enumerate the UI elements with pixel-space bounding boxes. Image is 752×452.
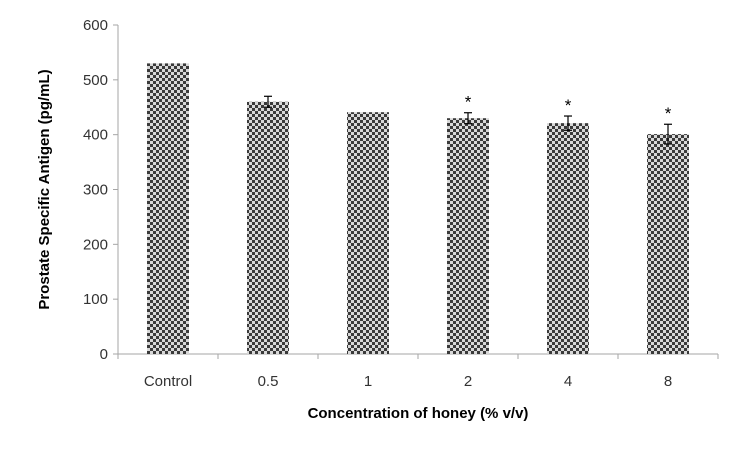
x-tick-label: Control [144, 373, 192, 390]
y-axis-title: Prostate Specific Antigen (pg/mL) [36, 69, 53, 309]
significance-marker: * [465, 93, 472, 112]
y-tick-label: 0 [100, 346, 108, 363]
bar [147, 63, 189, 355]
significance-marker: * [665, 104, 672, 123]
y-axis: 0 100 200 300 400 500 600 [83, 17, 119, 363]
x-tick-label: 4 [564, 373, 572, 390]
bar [647, 134, 689, 354]
x-axis-title: Concentration of honey (% v/v) [308, 405, 529, 422]
bars: * * * [147, 63, 689, 355]
bar [447, 118, 489, 354]
y-tick-label: 200 [83, 236, 108, 253]
x-axis: Control 0.5 1 2 4 8 [117, 353, 719, 390]
significance-marker: * [565, 96, 572, 115]
x-tick-label: 8 [664, 373, 672, 390]
bar [247, 101, 289, 355]
y-tick-label: 600 [83, 17, 108, 34]
y-tick-label: 500 [83, 72, 108, 89]
x-tick-label: 1 [364, 373, 372, 390]
y-tick-label: 400 [83, 127, 108, 144]
bar [347, 112, 389, 354]
y-tick-label: 300 [83, 182, 108, 199]
y-tick-label: 100 [83, 291, 108, 308]
x-tick-label: 0.5 [258, 373, 279, 390]
bar [547, 123, 589, 354]
x-tick-label: 2 [464, 373, 472, 390]
